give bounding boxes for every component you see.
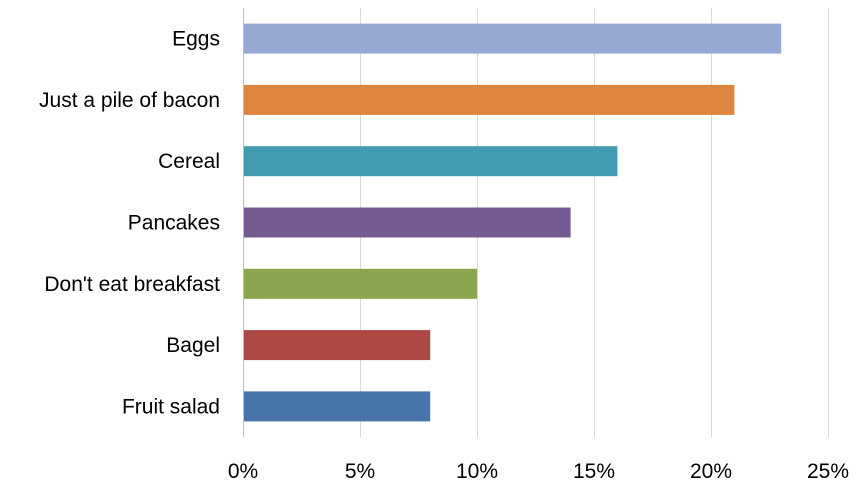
category-label-pancakes: Pancakes [128,212,220,235]
category-label-bagel: Bagel [166,334,220,357]
bar-don-t-eat-breakfast [243,268,477,299]
x-tick-label-15: 15% [573,460,615,483]
x-tick-labels: 0% 5% 10% 15% 20% 25% [228,460,849,483]
category-labels: Eggs Just a pile of bacon Cereal Pancakes Do… [39,28,220,419]
category-label-just-a-pile-of-bacon: Just a pile of bacon [39,89,220,112]
x-tick-label-10: 10% [456,460,498,483]
category-label-don-t-eat-breakfast: Don't eat breakfast [44,273,220,296]
category-label-fruit-salad: Fruit salad [122,395,220,418]
category-label-eggs: Eggs [172,28,220,51]
bar-fruit-salad [243,391,431,422]
bar-cereal [243,146,618,177]
gridlines [360,8,829,437]
x-tick-label-0: 0% [228,460,258,483]
bars [243,23,782,422]
bar-pancakes [243,207,571,238]
bar-just-a-pile-of-bacon [243,84,735,115]
x-tick-label-25: 25% [807,460,849,483]
category-label-cereal: Cereal [158,150,220,173]
bar-eggs [243,23,782,54]
bar-bagel [243,330,431,361]
x-tick-label-5: 5% [345,460,375,483]
x-tick-label-20: 20% [690,460,732,483]
